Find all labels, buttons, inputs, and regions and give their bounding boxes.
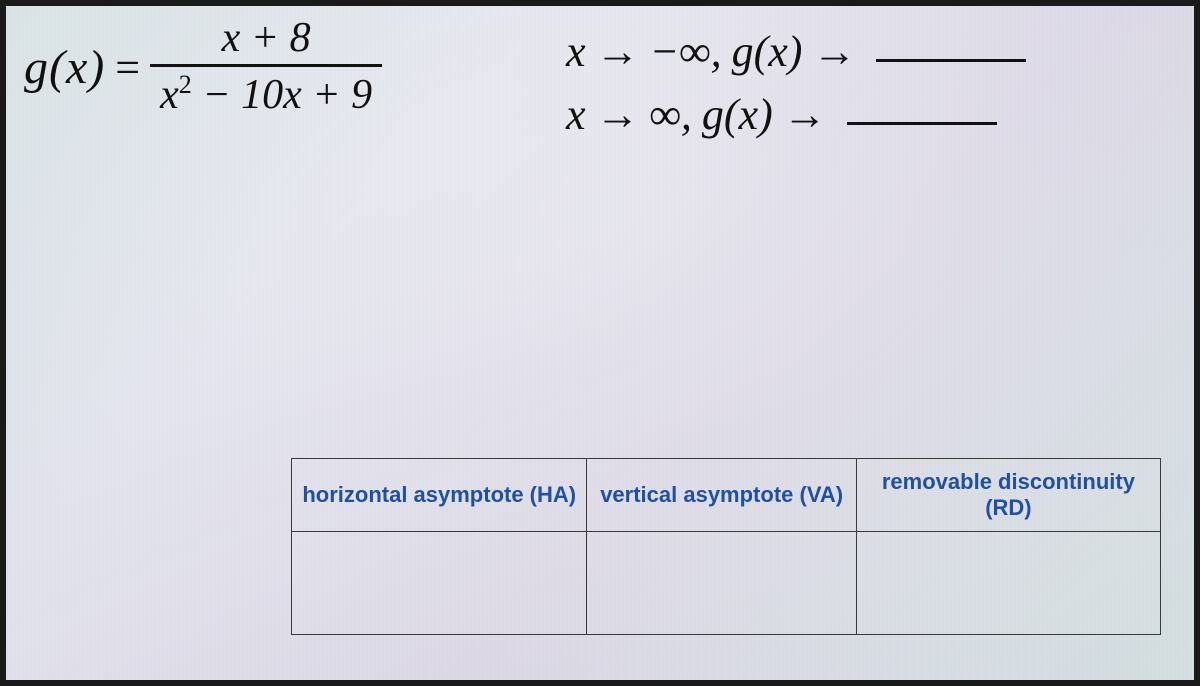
limit-row-pos-infinity: x → ∞, g(x) →: [566, 89, 1026, 140]
table-header-row: horizontal asymptote (HA) vertical asymp…: [292, 459, 1161, 532]
arrow-icon: →: [783, 89, 827, 140]
equals-sign: =: [115, 42, 140, 93]
arrow-icon: →: [596, 89, 640, 140]
cell-va[interactable]: [587, 532, 856, 635]
answer-blank[interactable]: [847, 122, 997, 125]
answer-blank[interactable]: [876, 59, 1026, 62]
function-lhs: g(x): [24, 40, 105, 95]
fraction-denominator: x2 − 10x + 9: [150, 71, 382, 119]
page-content: g(x) = x + 8 x2 − 10x + 9 x → −∞, g(x) →…: [6, 6, 1194, 680]
limit-row-neg-infinity: x → −∞, g(x) →: [566, 26, 1026, 77]
arrow-icon: →: [596, 26, 640, 77]
arrow-icon: →: [812, 26, 856, 77]
answer-table: horizontal asymptote (HA) vertical asymp…: [291, 458, 1161, 635]
limit-fn: g(x): [702, 89, 773, 140]
answer-table-wrap: horizontal asymptote (HA) vertical asymp…: [291, 458, 1161, 635]
limit-var: x: [566, 89, 586, 140]
fraction-bar: [150, 64, 382, 67]
denominator-exponent: 2: [179, 70, 192, 99]
cell-ha[interactable]: [292, 532, 587, 635]
col-header-ha: horizontal asymptote (HA): [292, 459, 587, 532]
limit-target: −∞,: [650, 26, 722, 77]
limit-fn: g(x): [732, 26, 803, 77]
col-header-rd: removable discontinuity (RD): [856, 459, 1160, 532]
denominator-rest: − 10x + 9: [192, 72, 372, 118]
table-row: [292, 532, 1161, 635]
end-behavior-block: x → −∞, g(x) → x → ∞, g(x) →: [566, 26, 1026, 152]
fraction: x + 8 x2 − 10x + 9: [150, 16, 382, 119]
col-header-va: vertical asymptote (VA): [587, 459, 856, 532]
denominator-x: x: [160, 72, 179, 118]
limit-var: x: [566, 26, 586, 77]
cell-rd[interactable]: [856, 532, 1160, 635]
fraction-numerator: x + 8: [212, 16, 321, 62]
limit-target: ∞,: [650, 89, 692, 140]
function-definition: g(x) = x + 8 x2 − 10x + 9: [24, 16, 382, 119]
